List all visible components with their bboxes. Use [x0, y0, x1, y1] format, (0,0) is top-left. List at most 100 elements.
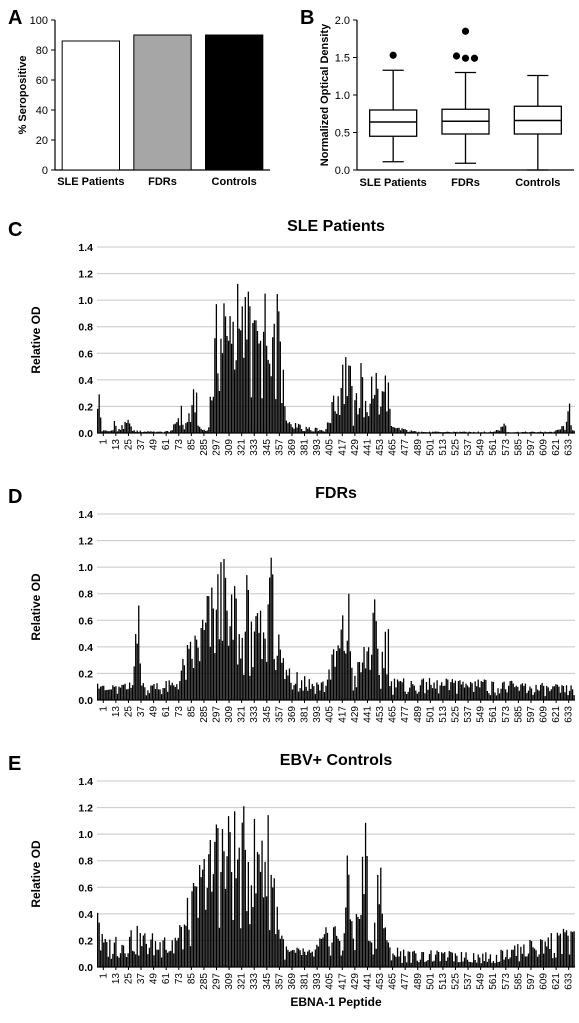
bar-fdrs: [133, 34, 192, 171]
x-tick-label: 13: [111, 706, 122, 718]
x-tick-label: 85: [186, 439, 197, 451]
panel-b-box-plot: B 0.0 0.5 1.0 1.5 2.0 Normalized Optical Densi…: [300, 7, 574, 189]
bar-controls: [205, 34, 264, 171]
y-tick-label: 0.5: [335, 128, 350, 140]
outlier-point: [389, 51, 397, 59]
y-tick-label: 1.5: [335, 53, 350, 65]
x-tick-label: 417: [337, 439, 348, 456]
x-tick-label: 621: [551, 439, 562, 456]
y-tick-label: 0.4: [78, 909, 93, 921]
x-tick-label: 25: [123, 439, 134, 451]
x-tick-label: 1: [98, 439, 109, 445]
x-tick-label: 513: [438, 706, 449, 723]
x-tick-label: 49: [149, 439, 160, 451]
x-tick-label: 333: [249, 973, 260, 990]
category-label: Controls: [212, 176, 257, 188]
y-tick-label: 0.8: [78, 856, 93, 868]
x-tick-label: 525: [451, 439, 462, 456]
x-tick-label: 61: [161, 973, 172, 985]
y-tick-label: 0: [42, 165, 48, 177]
x-tick-label: 465: [388, 973, 399, 990]
x-tick-label: 549: [476, 973, 487, 990]
x-tick-label: 549: [476, 706, 487, 723]
x-tick-label: 633: [564, 439, 575, 456]
x-tick-label: 525: [451, 973, 462, 990]
category-label: SLE Patients: [360, 177, 427, 189]
x-tick-label: 321: [237, 439, 248, 456]
y-tick-label: 1.4: [78, 242, 93, 254]
y-tick-label: 80: [36, 45, 48, 57]
y-axis-label: % Seropositive: [17, 56, 29, 135]
x-tick-label: 285: [199, 439, 210, 456]
x-tick-label: 73: [174, 973, 185, 985]
panel-letter-b: B: [300, 7, 314, 29]
y-tick-label: 0.0: [78, 695, 93, 707]
x-tick-label: 549: [476, 439, 487, 456]
x-tick-label: 513: [438, 973, 449, 990]
x-axis-label: EBNA-1 Peptide: [290, 995, 382, 1009]
x-tick-label: 73: [174, 439, 185, 451]
chart-title: SLE Patients: [287, 218, 385, 235]
x-tick-label: 345: [262, 973, 273, 990]
x-tick-label: 309: [224, 439, 235, 456]
x-tick-label: 73: [174, 706, 185, 718]
x-tick-label: 321: [237, 973, 248, 990]
x-tick-label: 621: [551, 973, 562, 990]
x-tick-label: 453: [375, 439, 386, 456]
x-tick-label: 585: [513, 439, 524, 456]
x-tick-label: 393: [312, 439, 323, 456]
x-tick-label: 61: [161, 706, 172, 718]
category-label: SLE Patients: [57, 176, 124, 188]
x-tick-label: 537: [463, 973, 474, 990]
x-tick-label: 405: [325, 439, 336, 456]
x-tick-label: 597: [526, 973, 537, 990]
x-tick-label: 477: [400, 439, 411, 456]
y-tick-label: 1.4: [78, 509, 93, 521]
outlier-point: [461, 27, 470, 35]
x-tick-label: 465: [388, 439, 399, 456]
panel-letter-e: E: [8, 753, 21, 775]
y-tick-label: 1.0: [335, 90, 350, 102]
x-tick-label: 477: [400, 706, 411, 723]
panel-c-sle-patients-chart: C SLE Patients 0.0 0.2 0.4 0.6 0.8 1.0 1.2 1.4 Rel…: [8, 218, 575, 456]
x-tick-label: 489: [413, 706, 424, 723]
outlier-point: [452, 52, 461, 60]
y-tick-label: 2.0: [335, 15, 350, 27]
y-tick-label: 0.0: [78, 962, 93, 974]
x-tick-label: 561: [488, 706, 499, 723]
y-tick-label: 0.0: [335, 165, 350, 177]
x-tick-label: 85: [186, 973, 197, 985]
y-tick-label: 0.2: [78, 935, 93, 947]
x-tick-label: 609: [539, 973, 550, 990]
x-tick-label: 333: [249, 706, 260, 723]
y-tick-label: 0.4: [78, 642, 93, 654]
x-tick-label: 585: [513, 973, 524, 990]
x-tick-label: 285: [199, 973, 210, 990]
x-tick-label: 13: [111, 973, 122, 985]
y-axis-label: Relative OD: [29, 573, 43, 641]
y-tick-label: 20: [36, 135, 48, 147]
y-tick-label: 0.6: [78, 615, 93, 627]
x-tick-label: 37: [136, 439, 147, 451]
x-tick-label: 501: [425, 973, 436, 990]
y-axis-label: Relative OD: [29, 840, 43, 908]
y-tick-label: 0.0: [78, 428, 93, 440]
x-tick-label: 85: [186, 706, 197, 718]
panel-d-fdrs-chart: D FDRs 0.0 0.2 0.4 0.6 0.8 1.0 1.2 1.4 Relative OD…: [8, 485, 575, 723]
chart-title: FDRs: [315, 485, 357, 502]
peptide-bars: [97, 557, 575, 700]
x-tick-label: 25: [123, 973, 134, 985]
y-tick-label: 1.2: [78, 803, 93, 815]
y-tick-label: 0.6: [78, 882, 93, 894]
panel-a-bar-chart: A 0 20 40 60 80 100 % Seropositive SLE Patients F…: [8, 7, 270, 188]
y-tick-label: 60: [36, 75, 48, 87]
x-tick-label: 309: [224, 706, 235, 723]
x-tick-label: 333: [249, 439, 260, 456]
category-label: FDRs: [451, 177, 480, 189]
x-tick-label: 633: [564, 973, 575, 990]
x-tick-label: 381: [300, 439, 311, 456]
x-tick-label: 369: [287, 706, 298, 723]
x-tick-label: 345: [262, 439, 273, 456]
x-tick-label: 297: [212, 439, 223, 456]
x-tick-label: 417: [337, 706, 348, 723]
